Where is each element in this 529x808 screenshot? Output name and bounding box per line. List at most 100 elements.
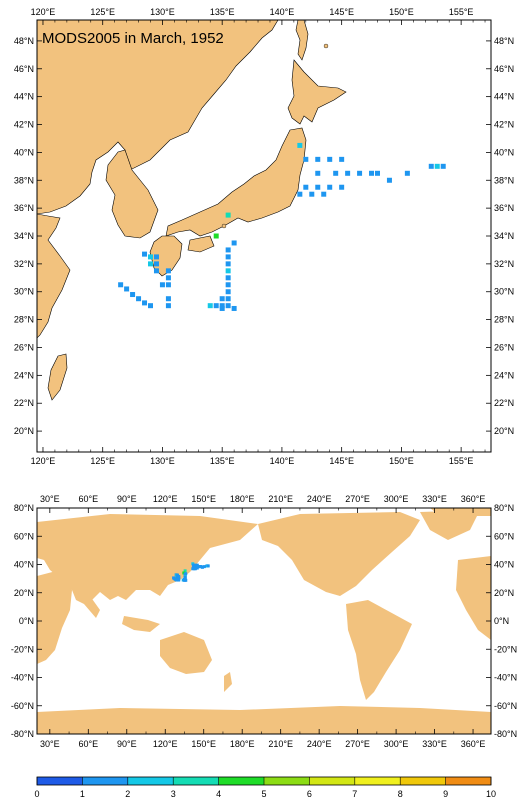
lat-tick-label: 36°N xyxy=(14,203,34,213)
lon-tick-label: 300°E xyxy=(384,494,409,504)
observation-point xyxy=(219,296,225,302)
lat-tick-label: 34°N xyxy=(494,231,514,241)
lon-tick-label: 120°E xyxy=(153,739,178,749)
global-axes: 30°E 30°E 60°E 60°E 90°E 90°E 120°E 120°E 150°E 1… xyxy=(11,494,517,749)
lon-tick-label: 125°E xyxy=(90,456,115,466)
lon-tick-label: 330°E xyxy=(422,494,447,504)
observation-point xyxy=(339,156,345,162)
colorbar-segment xyxy=(82,777,128,785)
colorbar-label: 3 xyxy=(171,789,176,799)
observation-point xyxy=(303,156,309,162)
observation-point xyxy=(165,268,171,274)
global-observation-point xyxy=(195,566,199,570)
lat-tick-label: 32°N xyxy=(494,259,514,269)
observation-point xyxy=(124,286,130,292)
lon-tick-label: 210°E xyxy=(268,494,293,504)
colorbar: 0 1 2 3 4 5 6 7 8 9 10 xyxy=(34,776,496,799)
colorbar-segment xyxy=(127,777,174,785)
lon-tick-label: 150°E xyxy=(389,7,414,17)
lon-tick-label: 120°E xyxy=(31,456,56,466)
lon-tick-label: 145°E xyxy=(329,456,354,466)
observation-point xyxy=(159,282,165,288)
lat-tick-label: 28°N xyxy=(494,315,514,325)
observation-point xyxy=(118,282,124,288)
lat-tick-label: 38°N xyxy=(494,175,514,185)
regional-axes: 120°E 120°E 125°E 125°E 130°E 130°E 135°E 135°E… xyxy=(14,7,514,466)
lat-tick-label: 24°N xyxy=(494,370,514,380)
lon-tick-label: 210°E xyxy=(268,739,293,749)
observation-points xyxy=(118,142,446,311)
lon-tick-label: 150°E xyxy=(191,739,216,749)
lat-tick-label: 40°N xyxy=(494,147,514,157)
lon-tick-label: 155°E xyxy=(449,7,474,17)
observation-point xyxy=(142,251,148,257)
lat-tick-label: 22°N xyxy=(14,398,34,408)
lat-tick-label: 38°N xyxy=(14,175,34,185)
regional-map: MODS2005 in March, 1952 120°E120°E125°E1… xyxy=(14,7,514,466)
regional-land xyxy=(37,20,347,401)
lon-tick-label: 120°E xyxy=(153,494,178,504)
lon-tick-label: 135°E xyxy=(210,456,235,466)
lat-tick-label: 24°N xyxy=(14,370,34,380)
lon-tick-label: 300°E xyxy=(384,739,409,749)
observation-point xyxy=(339,184,345,190)
colorbar-label: 6 xyxy=(307,789,312,799)
observation-point xyxy=(213,303,219,309)
lon-tick-label: 360°E xyxy=(461,494,486,504)
lon-tick-label: 30°E xyxy=(40,494,60,504)
colorbar-label: 10 xyxy=(486,789,496,799)
lat-tick-label: -20°N xyxy=(11,644,34,654)
global-observation-point xyxy=(193,567,197,571)
global-observation-point xyxy=(175,578,179,582)
observation-point xyxy=(153,254,159,260)
observation-point xyxy=(225,289,231,295)
observation-point xyxy=(165,275,171,281)
lat-tick-label: 20°N xyxy=(494,426,514,436)
lat-tick-label: 20°N xyxy=(14,426,34,436)
observation-point xyxy=(225,254,231,260)
lat-tick-label: 44°N xyxy=(494,92,514,102)
global-observation-point xyxy=(177,578,181,582)
lat-tick-label: 60°N xyxy=(494,531,514,541)
observation-point xyxy=(225,212,231,218)
observation-point xyxy=(231,305,237,311)
observation-point xyxy=(297,142,303,148)
global-land xyxy=(37,508,491,734)
lat-tick-label: -40°N xyxy=(11,673,34,683)
lon-tick-label: 240°E xyxy=(307,739,332,749)
observation-point xyxy=(153,261,159,267)
lat-tick-label: 30°N xyxy=(14,287,34,297)
colorbar-segment xyxy=(173,777,219,785)
colorbar-label: 4 xyxy=(216,789,221,799)
lat-tick-label: 22°N xyxy=(494,398,514,408)
global-observation-point xyxy=(202,565,206,569)
lat-tick-label: 60°N xyxy=(14,531,34,541)
lat-tick-label: 36°N xyxy=(494,203,514,213)
lon-tick-label: 150°E xyxy=(191,494,216,504)
observation-point xyxy=(207,303,213,309)
colorbar-label: 9 xyxy=(443,789,448,799)
global-observation-point xyxy=(183,569,187,573)
lat-tick-label: -60°N xyxy=(11,701,34,711)
lon-tick-label: 60°E xyxy=(78,494,98,504)
observation-point xyxy=(225,247,231,253)
lon-tick-label: 30°E xyxy=(40,739,60,749)
observation-point xyxy=(297,191,303,197)
lon-tick-label: 130°E xyxy=(150,7,175,17)
observation-point xyxy=(148,261,153,267)
observation-point xyxy=(315,184,321,190)
lat-tick-label: -80°N xyxy=(494,729,517,739)
lon-tick-label: 360°E xyxy=(461,739,486,749)
observation-point xyxy=(309,191,315,197)
observation-point xyxy=(130,292,136,298)
lon-tick-label: 180°E xyxy=(230,739,255,749)
observation-point xyxy=(136,296,142,302)
observation-point xyxy=(440,163,446,169)
observation-point xyxy=(213,233,219,239)
lat-tick-label: 26°N xyxy=(494,342,514,352)
lat-tick-label: 32°N xyxy=(14,259,34,269)
colorbar-segment xyxy=(37,777,83,785)
lon-tick-label: 90°E xyxy=(117,739,137,749)
observation-point xyxy=(225,261,231,267)
